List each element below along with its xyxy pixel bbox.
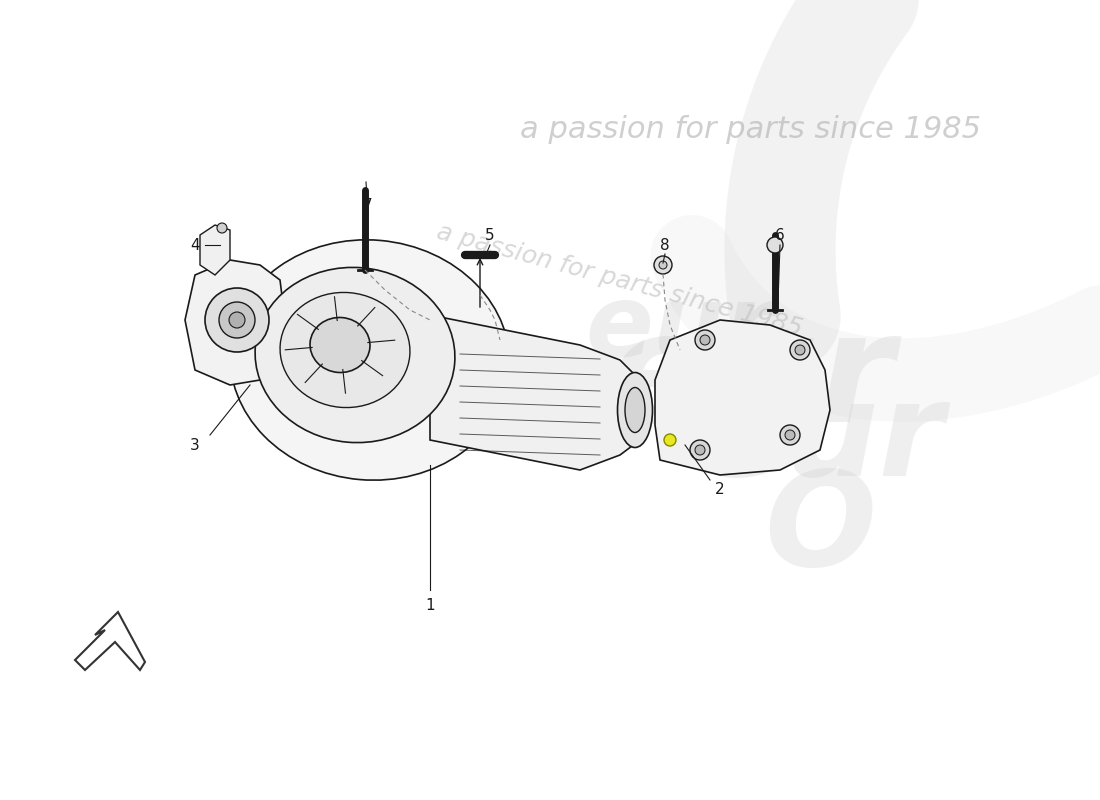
Polygon shape: [75, 612, 145, 670]
Polygon shape: [185, 260, 285, 385]
Ellipse shape: [310, 318, 370, 373]
Circle shape: [785, 430, 795, 440]
Circle shape: [700, 335, 710, 345]
Circle shape: [217, 223, 227, 233]
Circle shape: [654, 256, 672, 274]
Circle shape: [664, 434, 676, 446]
Circle shape: [690, 440, 710, 460]
Text: 5: 5: [485, 227, 495, 242]
Text: eur: eur: [606, 306, 894, 454]
Text: 4: 4: [190, 238, 200, 253]
Circle shape: [219, 302, 255, 338]
Polygon shape: [654, 320, 830, 475]
Circle shape: [205, 288, 270, 352]
Text: a passion for parts since 1985: a passion for parts since 1985: [434, 219, 805, 341]
Text: 2: 2: [715, 482, 725, 498]
Text: eur: eur: [585, 282, 774, 378]
Text: 8: 8: [660, 238, 670, 253]
Ellipse shape: [230, 240, 510, 480]
Text: 7: 7: [363, 198, 373, 213]
Circle shape: [780, 425, 800, 445]
Text: 3: 3: [190, 438, 200, 453]
Circle shape: [229, 312, 245, 328]
Text: 1: 1: [426, 598, 434, 613]
Circle shape: [767, 237, 783, 253]
Text: eur: eur: [695, 377, 944, 503]
Text: O: O: [697, 331, 782, 429]
Ellipse shape: [255, 267, 455, 442]
Circle shape: [695, 330, 715, 350]
Text: 6: 6: [776, 227, 785, 242]
Ellipse shape: [617, 373, 652, 447]
Circle shape: [695, 445, 705, 455]
Circle shape: [790, 340, 810, 360]
Polygon shape: [200, 225, 230, 275]
Text: O: O: [763, 466, 876, 594]
Text: a passion for parts since 1985: a passion for parts since 1985: [519, 115, 980, 145]
Polygon shape: [430, 315, 640, 470]
Ellipse shape: [625, 387, 645, 433]
Circle shape: [795, 345, 805, 355]
Circle shape: [659, 261, 667, 269]
Ellipse shape: [280, 293, 410, 407]
